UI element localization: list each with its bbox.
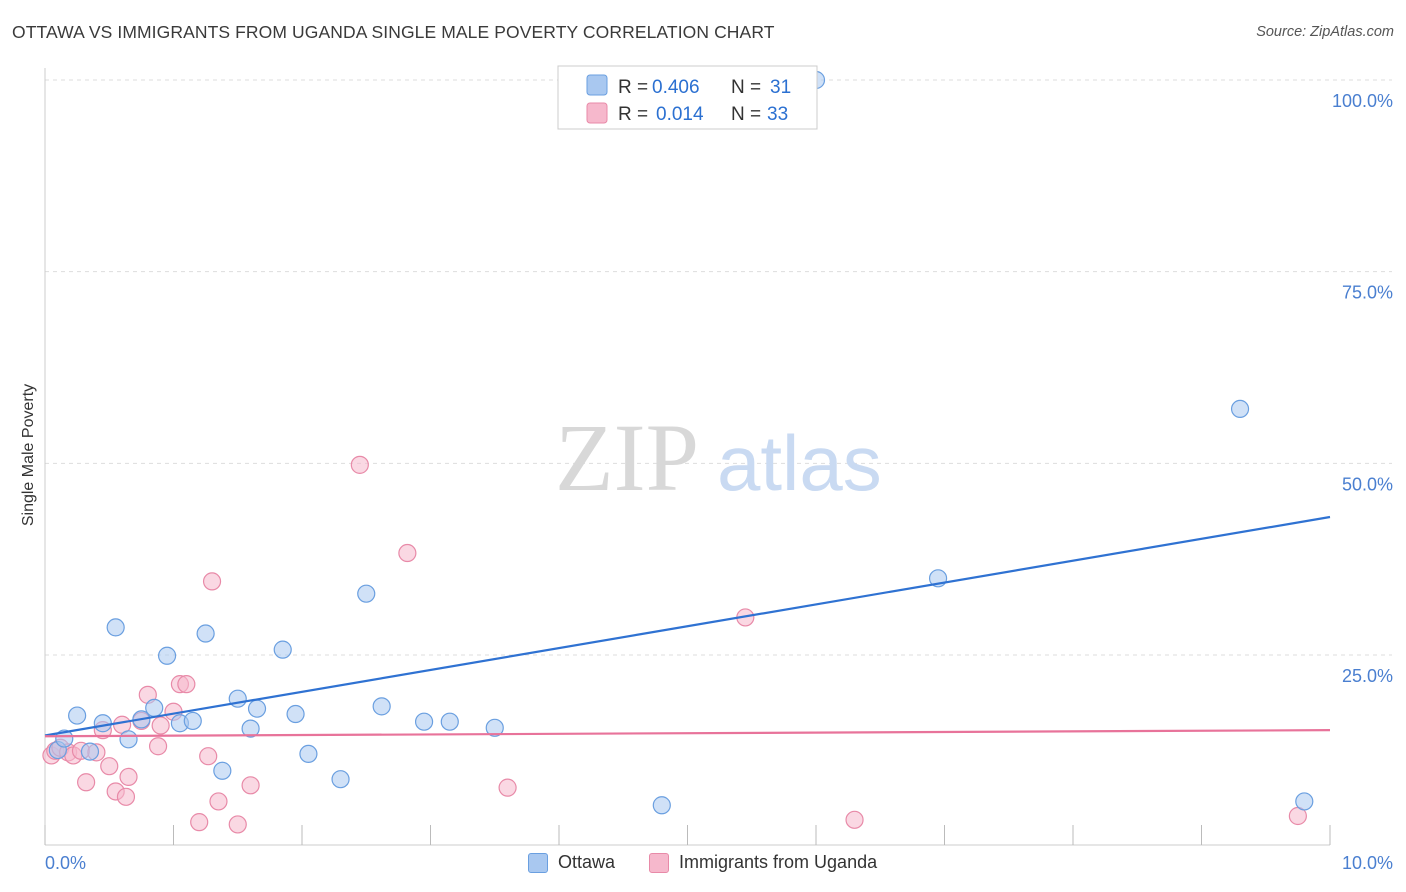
- ottawa-point: [213, 761, 232, 780]
- ottawa-point: [273, 640, 292, 659]
- uganda-point: [241, 776, 260, 795]
- ottawa-point: [93, 714, 112, 733]
- uganda-swatch-icon: [649, 852, 670, 873]
- ottawa-point: [157, 646, 177, 665]
- y-tick-label: 25.0%: [1342, 666, 1393, 686]
- ottawa-point: [183, 711, 202, 731]
- y-axis-label: Single Male Poverty: [20, 384, 37, 526]
- ottawa-point: [1295, 792, 1314, 811]
- series-legend-uganda-label: Immigrants from Uganda: [679, 852, 878, 872]
- ottawa-point: [80, 742, 100, 761]
- legend-n-value-1: 31: [770, 77, 791, 98]
- legend-swatch-ottawa: [586, 74, 608, 96]
- uganda-point: [228, 815, 247, 834]
- y-tick-label: 75.0%: [1342, 283, 1393, 303]
- uganda-point: [148, 737, 168, 756]
- trend-layer: [44, 515, 1331, 738]
- ottawa-swatch-icon: [528, 852, 548, 873]
- uganda-trend-line: [44, 729, 1331, 738]
- series-legend-ottawa-label: Ottawa: [558, 852, 616, 872]
- uganda-point: [116, 787, 136, 806]
- x-tick-label: 10.0%: [1342, 853, 1393, 873]
- ottawa-point: [68, 706, 87, 725]
- uganda-point: [398, 543, 417, 563]
- y-tick-label: 100.0%: [1332, 91, 1393, 111]
- grid-layer: [45, 79, 1392, 656]
- uganda-point: [199, 747, 218, 766]
- source-label: Source: ZipAtlas.com: [1256, 24, 1394, 40]
- ottawa-point: [55, 729, 74, 748]
- uganda-point: [177, 675, 196, 694]
- ottawa-point: [1230, 399, 1250, 418]
- axes-layer: 25.0% 50.0% 75.0% 100.0% 0.0% 10.0%: [44, 68, 1393, 873]
- ottawa-point: [119, 730, 138, 749]
- uganda-point: [845, 810, 864, 829]
- uganda-point: [119, 767, 138, 787]
- ottawa-point: [145, 698, 164, 718]
- chart-title: OTTAWA VS IMMIGRANTS FROM UGANDA SINGLE …: [12, 22, 775, 42]
- ottawa-point: [414, 712, 434, 731]
- legend-n-label-2: N =: [731, 104, 761, 125]
- correlation-legend: R = 0.406 N = 31 R = 0.014 N = 33: [557, 65, 818, 130]
- ottawa-point: [331, 770, 350, 789]
- ottawa-point: [485, 718, 504, 737]
- watermark: ZIP atlas: [555, 404, 882, 511]
- uganda-point: [190, 813, 209, 832]
- ottawa-point: [652, 796, 671, 815]
- uganda-point: [77, 773, 96, 792]
- series-legend: Ottawa Immigrants from Uganda: [528, 852, 901, 873]
- watermark-atlas: atlas: [717, 419, 882, 507]
- ottawa-point: [196, 624, 215, 643]
- y-tick-label: 50.0%: [1342, 474, 1393, 494]
- legend-n-value-2: 33: [767, 104, 788, 125]
- ottawa-point: [299, 744, 318, 764]
- legend-r-value-2: 0.014: [656, 104, 704, 125]
- series-legend-uganda[interactable]: Immigrants from Uganda: [649, 852, 877, 873]
- uganda-point: [202, 572, 222, 591]
- series-legend-ottawa[interactable]: Ottawa: [528, 852, 615, 873]
- uganda-point: [151, 716, 170, 735]
- uganda-point: [209, 792, 228, 811]
- ottawa-point: [440, 712, 459, 731]
- ottawa-point: [241, 719, 260, 738]
- legend-swatch-uganda: [586, 102, 608, 124]
- ottawa-point: [106, 618, 125, 637]
- legend-n-label-1: N =: [731, 77, 761, 98]
- ottawa-trend-line: [44, 515, 1331, 737]
- uganda-point: [498, 778, 517, 797]
- legend-r-label-2: R =: [618, 104, 648, 125]
- watermark-zip: ZIP: [555, 404, 699, 511]
- uganda-point: [100, 757, 119, 776]
- legend-r-label-1: R =: [618, 77, 648, 98]
- x-tick-label: 0.0%: [45, 853, 86, 873]
- ottawa-point: [372, 697, 391, 716]
- ottawa-point: [286, 704, 305, 724]
- ottawa-point: [357, 584, 376, 603]
- uganda-point: [350, 455, 369, 474]
- legend-r-value-1: 0.406: [652, 77, 700, 98]
- ottawa-point: [247, 699, 267, 718]
